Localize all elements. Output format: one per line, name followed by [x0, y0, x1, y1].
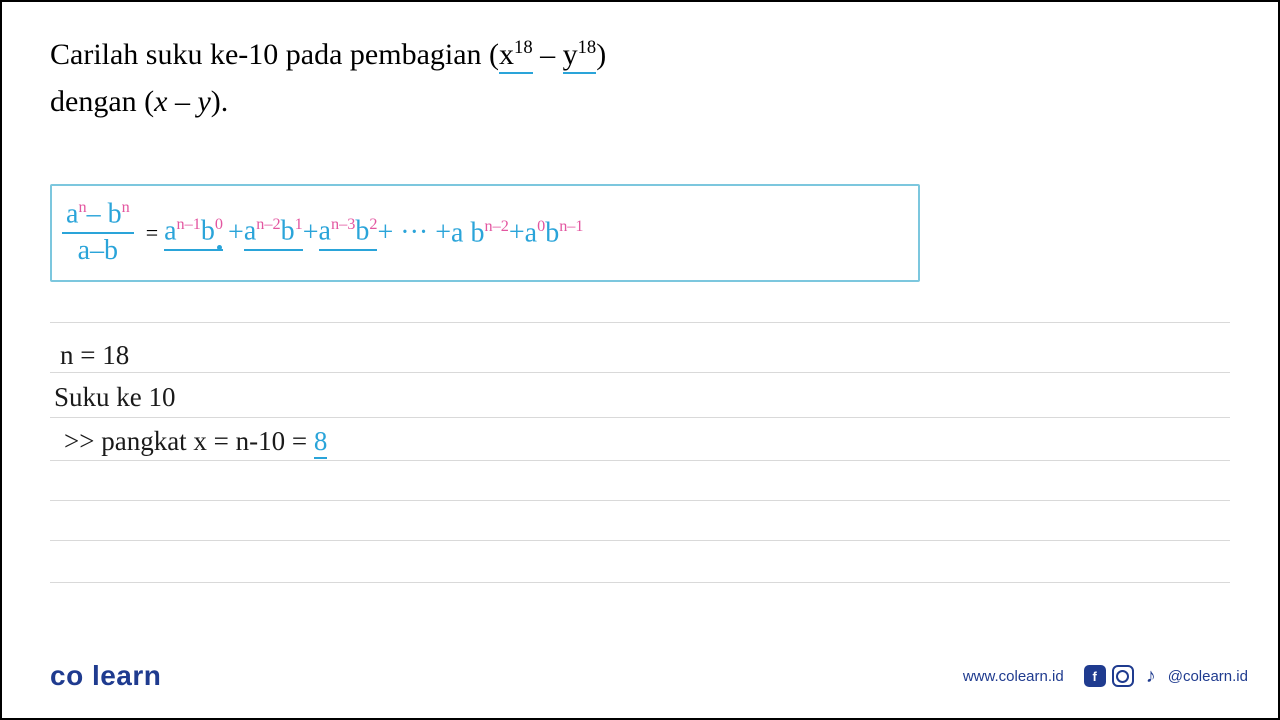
term-5: a0bn–1: [525, 217, 584, 249]
social-icons: f ♪ @colearn.id: [1084, 665, 1248, 687]
formula-expansion: an– bn a–b = an–1b0 + an–2b1 + an–3b2 + …: [62, 192, 584, 274]
term-1: an–1b0: [164, 215, 223, 250]
q-y: y18: [563, 38, 597, 74]
formula-fraction: an– bn a–b: [62, 199, 134, 267]
facebook-icon: f: [1084, 665, 1106, 687]
term-2: an–2b1: [244, 215, 303, 250]
footer: co learn www.colearn.id f ♪ @colearn.id: [50, 660, 1248, 692]
instagram-icon: [1112, 665, 1134, 687]
tiktok-icon: ♪: [1140, 665, 1162, 687]
work-answer: 8: [314, 426, 328, 459]
question-text: Carilah suku ke-10 pada pembagian (x18 –…: [50, 32, 1230, 125]
q-line1-prefix: Carilah suku ke-10 pada pembagian (: [50, 38, 499, 71]
dot-accent: [217, 245, 222, 250]
brand-logo: co learn: [50, 660, 161, 692]
work-line-2: Suku ke 10: [54, 382, 176, 413]
footer-url: www.colearn.id: [963, 668, 1064, 685]
q-line2-prefix: dengan (: [50, 85, 154, 118]
q-x: x18: [499, 38, 533, 74]
q-divisor: x – y: [154, 85, 211, 118]
term-3: an–3b2: [319, 215, 378, 250]
term-4: a bn–2: [451, 217, 509, 249]
work-line-1: n = 18: [60, 340, 129, 371]
social-handle: @colearn.id: [1168, 668, 1248, 685]
work-line-3: >> pangkat x = n-10 = 8: [64, 426, 327, 457]
